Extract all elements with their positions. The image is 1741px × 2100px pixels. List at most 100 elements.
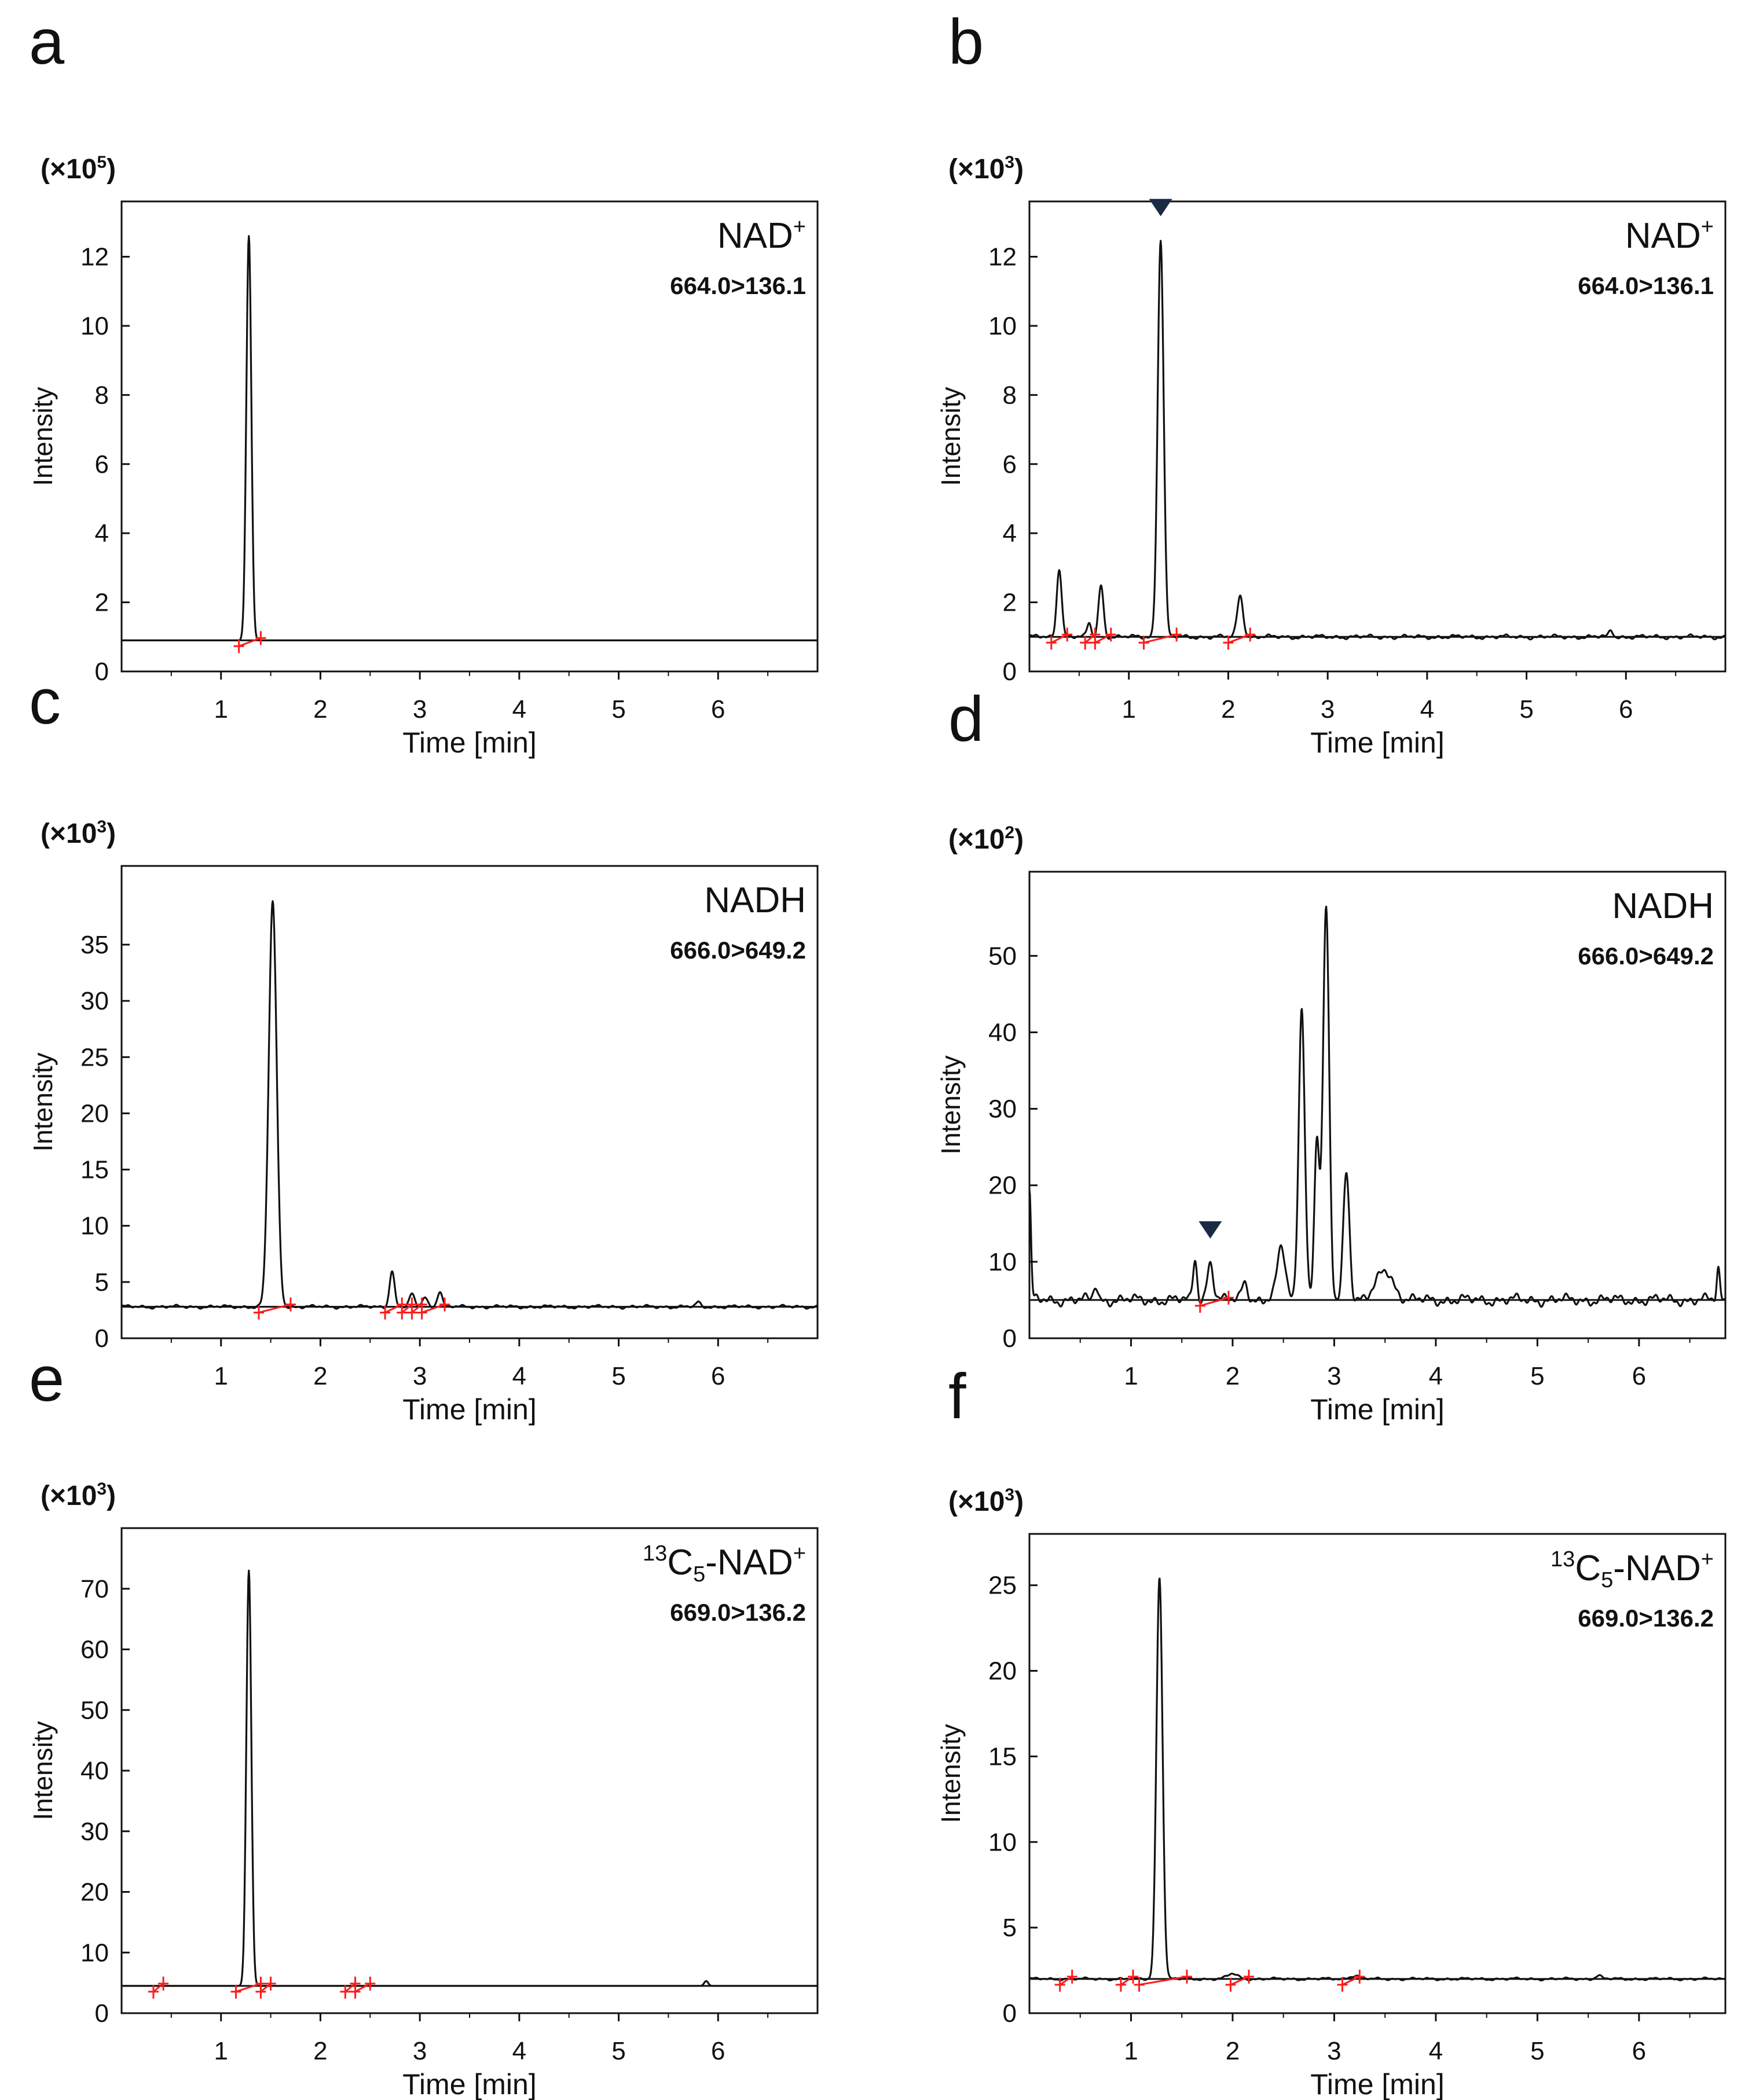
integration-baseline	[344, 1982, 356, 1993]
y-tick-label: 20	[80, 1878, 109, 1907]
integration-baseline	[1227, 633, 1251, 644]
x-tick-label: 6	[1632, 1362, 1646, 1390]
x-tick-label: 1	[214, 2037, 228, 2065]
x-tick-label: 3	[413, 695, 427, 724]
y-tick-label: 50	[988, 942, 1017, 970]
panel-letter: e	[29, 1343, 64, 1415]
axis-multiplier: (×105)	[41, 153, 116, 185]
panel-letter: a	[29, 6, 65, 78]
integration-baseline	[1094, 633, 1112, 644]
x-axis-label: Time [min]	[402, 2068, 537, 2100]
integration-baseline	[1200, 1297, 1229, 1307]
y-tick-label: 4	[1003, 519, 1017, 548]
y-tick-label: 10	[988, 1248, 1017, 1276]
multiplier-base: (×10	[948, 824, 1005, 855]
analyte-mid: -NAD	[705, 1543, 793, 1583]
y-tick-label: 12	[988, 243, 1017, 271]
y-tick-label: 25	[80, 1043, 109, 1071]
x-tick-label: 2	[313, 1362, 327, 1390]
mrm-transition: 669.0>136.2	[1578, 1605, 1714, 1632]
integration-baseline	[354, 1982, 371, 1993]
x-axis-label: Time [min]	[1310, 726, 1445, 759]
y-tick-label: 20	[988, 1172, 1017, 1200]
x-axis-label: Time [min]	[402, 1393, 537, 1426]
x-tick-label: 4	[1420, 695, 1434, 724]
mrm-transition: 664.0>136.1	[670, 272, 806, 299]
y-tick-label: 60	[80, 1636, 109, 1664]
x-tick-label: 5	[611, 2037, 625, 2065]
x-tick-label: 1	[214, 695, 228, 724]
x-tick-label: 4	[1429, 2037, 1443, 2065]
multiplier-exponent: 3	[97, 1479, 107, 1499]
multiplier-close: )	[107, 818, 116, 849]
x-tick-label: 3	[1321, 695, 1335, 724]
axis-multiplier: (×103)	[948, 153, 1024, 185]
x-tick-label: 5	[1530, 2037, 1544, 2065]
y-tick-label: 4	[95, 519, 109, 548]
y-axis-label: Intensity	[936, 1055, 966, 1154]
chromatogram-trace	[1029, 1577, 1726, 1982]
analyte-main: NADH	[704, 880, 806, 920]
x-tick-label: 3	[1327, 2037, 1341, 2065]
y-tick-label: 20	[80, 1099, 109, 1128]
panel-letter: c	[29, 666, 61, 737]
integration-baseline	[258, 1304, 291, 1314]
x-tick-label: 2	[313, 695, 327, 724]
multiplier-exponent: 3	[97, 817, 107, 836]
analyte-superscript: +	[793, 215, 806, 239]
y-tick-label: 6	[95, 450, 109, 479]
integration-baseline	[421, 1304, 445, 1314]
x-tick-label: 2	[1226, 2037, 1240, 2065]
y-tick-label: 25	[988, 1572, 1017, 1600]
x-axis-label: Time [min]	[402, 726, 537, 759]
analyte-subscript: 5	[693, 1562, 705, 1587]
analyte-label: 13C5-NAD+	[1551, 1547, 1714, 1592]
plot-frame	[1028, 1533, 1727, 2014]
y-tick-label: 40	[988, 1018, 1017, 1047]
y-tick-label: 2	[95, 589, 109, 617]
y-tick-label: 0	[95, 658, 109, 686]
chromatogram-trace	[121, 900, 818, 1310]
y-tick-label: 5	[95, 1268, 109, 1297]
analyte-subscript: 5	[1601, 1568, 1613, 1592]
panel-letter: d	[948, 684, 984, 755]
analyte-main: C	[1575, 1548, 1601, 1588]
x-tick-label: 4	[512, 2037, 526, 2065]
axis-multiplier: (×103)	[41, 1479, 116, 1511]
multiplier-base: (×10	[41, 1481, 97, 1511]
analyte-label: NADH	[704, 880, 806, 920]
analyte-label: NADH	[1612, 886, 1714, 926]
y-tick-label: 0	[1003, 1324, 1017, 1353]
integration-baseline	[1059, 1976, 1073, 1986]
x-tick-label: 5	[611, 1362, 625, 1390]
x-tick-label: 6	[711, 695, 725, 724]
multiplier-close: )	[107, 1481, 116, 1511]
x-tick-label: 6	[1632, 2037, 1646, 2065]
x-tick-label: 1	[214, 1362, 228, 1390]
y-tick-label: 10	[80, 1939, 109, 1967]
y-tick-label: 35	[80, 931, 109, 959]
x-tick-label: 2	[1221, 695, 1235, 724]
mrm-transition: 666.0>649.2	[670, 937, 806, 964]
y-tick-label: 6	[1003, 450, 1017, 479]
analyte-isotope: 13	[643, 1541, 667, 1566]
y-tick-label: 15	[988, 1742, 1017, 1771]
y-tick-label: 10	[80, 312, 109, 340]
y-axis-label: Intensity	[28, 1052, 58, 1151]
x-tick-label: 6	[711, 1362, 725, 1390]
y-axis-label: Intensity	[28, 387, 58, 486]
y-tick-label: 0	[95, 1999, 109, 2028]
y-axis-label: Intensity	[936, 1724, 966, 1823]
y-tick-label: 30	[80, 987, 109, 1015]
analyte-label: 13C5-NAD+	[643, 1541, 806, 1587]
y-tick-label: 0	[95, 1324, 109, 1353]
analyte-main: C	[667, 1543, 693, 1583]
y-tick-label: 0	[1003, 658, 1017, 686]
plot-frame	[1028, 871, 1727, 1339]
integration-baseline	[411, 1304, 423, 1313]
analyte-main: NAD	[1625, 216, 1701, 256]
